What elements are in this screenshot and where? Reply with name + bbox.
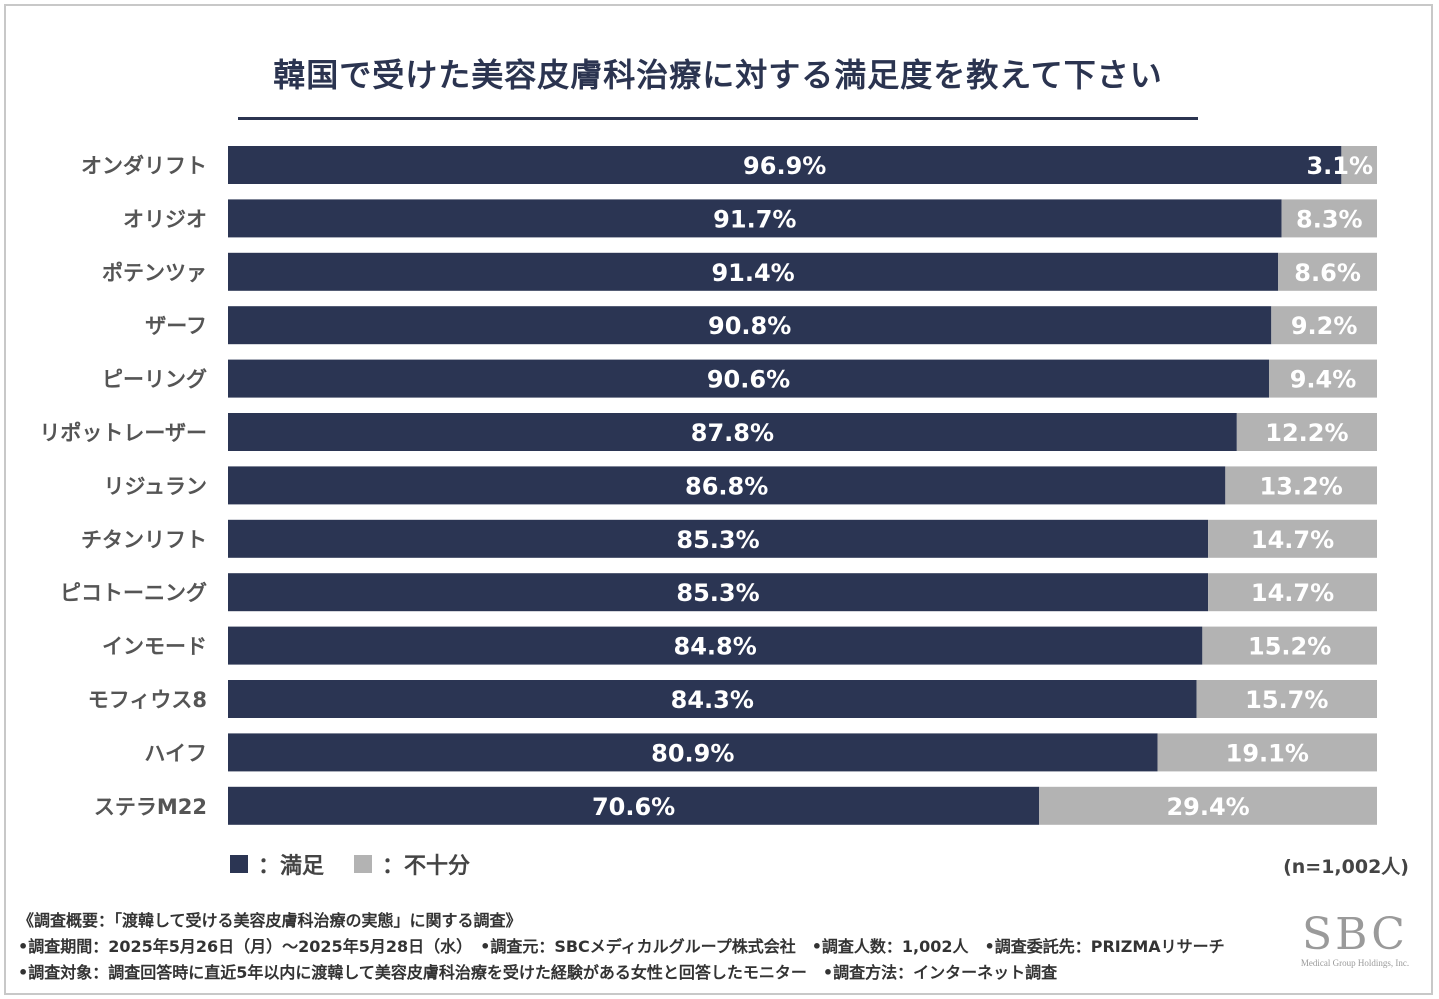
chart-title: 韓国で受けた美容皮膚科治療に対する満足度を教えて下さい bbox=[273, 56, 1163, 94]
legend-label-satisfied: ：満足 bbox=[258, 854, 325, 879]
bar-unsatisfied bbox=[1236, 413, 1377, 451]
legend-item-satisfied: ：満足 bbox=[230, 848, 324, 880]
bar-unsatisfied bbox=[1202, 626, 1377, 665]
category-label: リポットレーザー bbox=[39, 421, 207, 445]
data-label-unsatisfied: 13.2% bbox=[1260, 472, 1343, 500]
legend-swatch-satisfied bbox=[230, 855, 248, 873]
data-label-unsatisfied: 9.4% bbox=[1290, 366, 1357, 394]
bar-satisfied bbox=[228, 413, 1237, 451]
data-label-satisfied: 91.7% bbox=[713, 205, 796, 233]
bar-satisfied bbox=[228, 733, 1158, 772]
bar-unsatisfied bbox=[1271, 306, 1377, 345]
category-label: オリジオ bbox=[123, 207, 207, 231]
bar-satisfied bbox=[228, 786, 1040, 825]
data-label-unsatisfied: 14.7% bbox=[1251, 579, 1334, 607]
data-label-unsatisfied: 15.2% bbox=[1248, 633, 1331, 661]
legend-label-unsatisfied: ：不十分 bbox=[382, 854, 471, 879]
category-label: チタンリフト bbox=[81, 528, 207, 552]
bar-unsatisfied bbox=[1278, 252, 1377, 291]
survey-note-line: 《調査概要：「渡韓して受ける美容皮膚科治療の実態」に関する調査》 bbox=[18, 911, 522, 930]
category-label: モフィウス8 bbox=[88, 688, 207, 712]
legend-swatch-unsatisfied bbox=[354, 855, 373, 873]
category-label: ピコトーニング bbox=[60, 581, 207, 605]
data-label-satisfied: 84.8% bbox=[674, 633, 757, 661]
data-label-satisfied: 87.8% bbox=[691, 419, 774, 447]
data-label-satisfied: 86.8% bbox=[685, 472, 768, 500]
data-label-satisfied: 96.9% bbox=[743, 152, 826, 180]
survey-notes: 《調査概要：「渡韓して受ける美容皮膚科治療の実態」に関する調査》 •調査期間：2… bbox=[18, 908, 1225, 986]
data-label-satisfied: 70.6% bbox=[592, 793, 675, 821]
bar-satisfied bbox=[228, 680, 1197, 718]
legend-item-unsatisfied: ：不十分 bbox=[354, 848, 470, 880]
category-label: ザーフ bbox=[145, 314, 207, 338]
bar-satisfied bbox=[228, 306, 1272, 345]
data-label-unsatisfied: 9.2% bbox=[1291, 312, 1358, 340]
bar-unsatisfied bbox=[1157, 733, 1377, 772]
logo-subtext: Medical Group Holdings, Inc. bbox=[1300, 958, 1410, 968]
category-label: ポテンツァ bbox=[102, 261, 207, 285]
data-label-unsatisfied: 19.1% bbox=[1226, 739, 1309, 767]
category-label: リジュラン bbox=[103, 474, 207, 498]
survey-note-line: •調査期間：2025年5月26日（月）～2025年5月28日（水） •調査元：S… bbox=[18, 937, 1225, 956]
data-label-satisfied: 80.9% bbox=[651, 739, 734, 767]
bar-satisfied bbox=[228, 466, 1226, 505]
bar-unsatisfied bbox=[1196, 680, 1377, 718]
bar-satisfied bbox=[228, 146, 1342, 184]
survey-note-line: •調査対象：調査回答時に直近5年以内に渡韓して美容皮膚科治療を受けた経験がある女… bbox=[18, 963, 1058, 982]
bar-unsatisfied bbox=[1341, 146, 1377, 184]
sbc-logo: SBC Medical Group Holdings, Inc. bbox=[1290, 909, 1420, 969]
bar-satisfied bbox=[228, 626, 1203, 665]
sample-size: (n=1,002人) bbox=[1283, 856, 1409, 878]
bar-unsatisfied bbox=[1225, 466, 1377, 505]
bar-unsatisfied bbox=[1208, 519, 1377, 558]
bar-unsatisfied bbox=[1268, 359, 1377, 398]
data-label-unsatisfied: 14.7% bbox=[1251, 526, 1334, 554]
bar-unsatisfied bbox=[1039, 786, 1377, 825]
data-label-satisfied: 85.3% bbox=[676, 579, 759, 607]
data-label-unsatisfied: 8.3% bbox=[1296, 205, 1363, 233]
data-label-unsatisfied: 8.6% bbox=[1294, 259, 1361, 287]
data-label-satisfied: 90.8% bbox=[708, 312, 791, 340]
title-underline bbox=[238, 117, 1198, 120]
data-label-satisfied: 91.4% bbox=[711, 259, 794, 287]
data-label-unsatisfied: 15.7% bbox=[1245, 686, 1328, 714]
category-label: オンダリフト bbox=[81, 154, 207, 178]
logo-text: SBC bbox=[1302, 909, 1408, 960]
bar-satisfied bbox=[228, 359, 1269, 398]
category-label: ハイフ bbox=[144, 741, 207, 765]
bar-satisfied bbox=[228, 199, 1282, 238]
category-label: ピーリング bbox=[102, 368, 207, 392]
data-label-satisfied: 90.6% bbox=[707, 366, 790, 394]
legend: ：満足 ：不十分 bbox=[230, 848, 500, 880]
bar-unsatisfied bbox=[1208, 573, 1377, 612]
bar-satisfied bbox=[228, 252, 1279, 291]
category-label: ステラM22 bbox=[94, 795, 207, 819]
bar-unsatisfied bbox=[1281, 199, 1377, 238]
data-label-satisfied: 85.3% bbox=[676, 526, 759, 554]
data-label-satisfied: 84.3% bbox=[671, 686, 754, 714]
data-label-unsatisfied: 29.4% bbox=[1166, 793, 1249, 821]
data-label-unsatisfied: 12.2% bbox=[1265, 419, 1348, 447]
bar-satisfied bbox=[228, 573, 1209, 612]
bar-satisfied bbox=[228, 519, 1209, 558]
data-label-unsatisfied: 3.1% bbox=[1306, 152, 1373, 180]
category-label: インモード bbox=[102, 635, 207, 659]
